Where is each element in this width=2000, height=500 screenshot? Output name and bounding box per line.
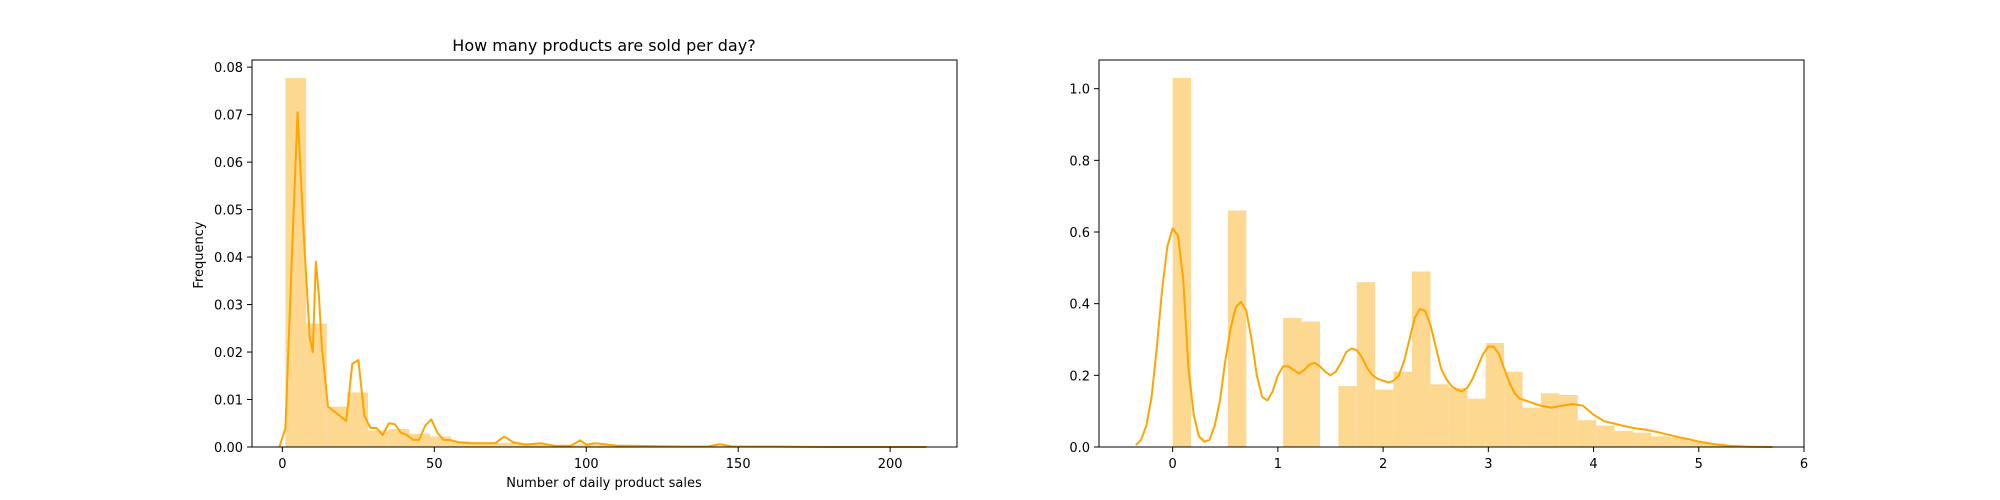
y-tick-label: 0.03	[214, 299, 243, 314]
histogram-bar	[1633, 432, 1652, 447]
histogram-bar	[1448, 387, 1468, 448]
x-axis-label: Number of daily product sales	[506, 476, 702, 491]
histogram-bar	[1504, 371, 1523, 447]
histogram-bar	[1577, 420, 1597, 448]
histogram-bar	[1393, 371, 1413, 447]
histogram-bar	[1559, 395, 1578, 447]
histogram-bar	[595, 445, 617, 447]
histogram-bar	[306, 323, 327, 447]
histogram-bar	[1467, 398, 1486, 448]
histogram-bar	[1651, 436, 1670, 447]
histogram-bar	[1412, 271, 1431, 447]
histogram-bar	[1375, 389, 1394, 447]
y-tick-label: 0.02	[214, 346, 243, 361]
histogram-bar	[1338, 386, 1357, 447]
kde-line	[278, 111, 927, 448]
x-tick-label: 50	[426, 457, 443, 472]
y-tick-label: 0.2	[1069, 369, 1090, 384]
histogram-bar	[347, 392, 369, 447]
x-tick-label: 0	[1169, 457, 1177, 472]
histogram-panel-daily-sales: How many products are sold per day? Numb…	[192, 36, 958, 491]
x-tick-label: 2	[1379, 457, 1387, 472]
histogram-bar	[574, 444, 596, 447]
x-tick-label: 3	[1484, 457, 1492, 472]
x-tick-label: 6	[1800, 457, 1808, 472]
y-tick-label: 0.04	[214, 251, 243, 266]
histogram-bar	[1485, 343, 1505, 447]
plot-frame	[1098, 59, 1805, 448]
y-tick-label: 1.0	[1069, 83, 1090, 98]
y-tick-label: 0.0	[1069, 441, 1090, 456]
x-tick-label: 1	[1274, 457, 1282, 472]
histogram-panel-log-sales: 0 1 2 3 4 5 6 0.0 0.2 0.4 0.6 0.8 1.0	[1069, 59, 1808, 472]
y-axis-label: Frequency	[192, 221, 207, 288]
histogram-bar	[1688, 441, 1707, 448]
y-tick-label: 0.08	[214, 61, 243, 76]
y-tick-label: 0.4	[1069, 298, 1090, 313]
x-tick-label: 4	[1589, 457, 1597, 472]
histogram-bar	[1430, 384, 1449, 447]
x-tick-label: 5	[1695, 457, 1703, 472]
histogram-bar	[1614, 430, 1634, 448]
histogram-bar	[1540, 393, 1560, 447]
y-tick-label: 0.07	[214, 109, 243, 124]
x-tick-label: 200	[878, 457, 903, 472]
histogram-bar	[1301, 321, 1320, 447]
histogram-bar	[450, 441, 472, 447]
histogram-bar	[492, 442, 513, 447]
histogram-bar	[1596, 425, 1615, 447]
plot-frame	[251, 59, 958, 448]
y-tick-label: 0.05	[214, 204, 243, 219]
y-tick-label: 0.06	[214, 156, 243, 171]
kde-line	[1135, 227, 1773, 448]
x-tick-label: 0	[278, 457, 286, 472]
chart-title: How many products are sold per day?	[452, 36, 755, 55]
histogram-bar	[368, 430, 389, 447]
y-tick-label: 0.01	[214, 394, 243, 409]
histogram-bar	[533, 444, 555, 447]
histogram-bar	[1283, 318, 1302, 447]
histogram-bar	[1669, 438, 1689, 447]
histogram-bar	[1227, 210, 1247, 447]
histogram-bar	[471, 442, 493, 447]
y-tick-label: 0.6	[1069, 226, 1090, 241]
x-tick-label: 150	[726, 457, 751, 472]
y-tick-label: 0.00	[214, 441, 243, 456]
x-tick-label: 100	[574, 457, 599, 472]
histogram-bar	[430, 436, 451, 447]
histogram-bar	[1522, 407, 1541, 447]
y-tick-label: 0.8	[1069, 154, 1090, 169]
